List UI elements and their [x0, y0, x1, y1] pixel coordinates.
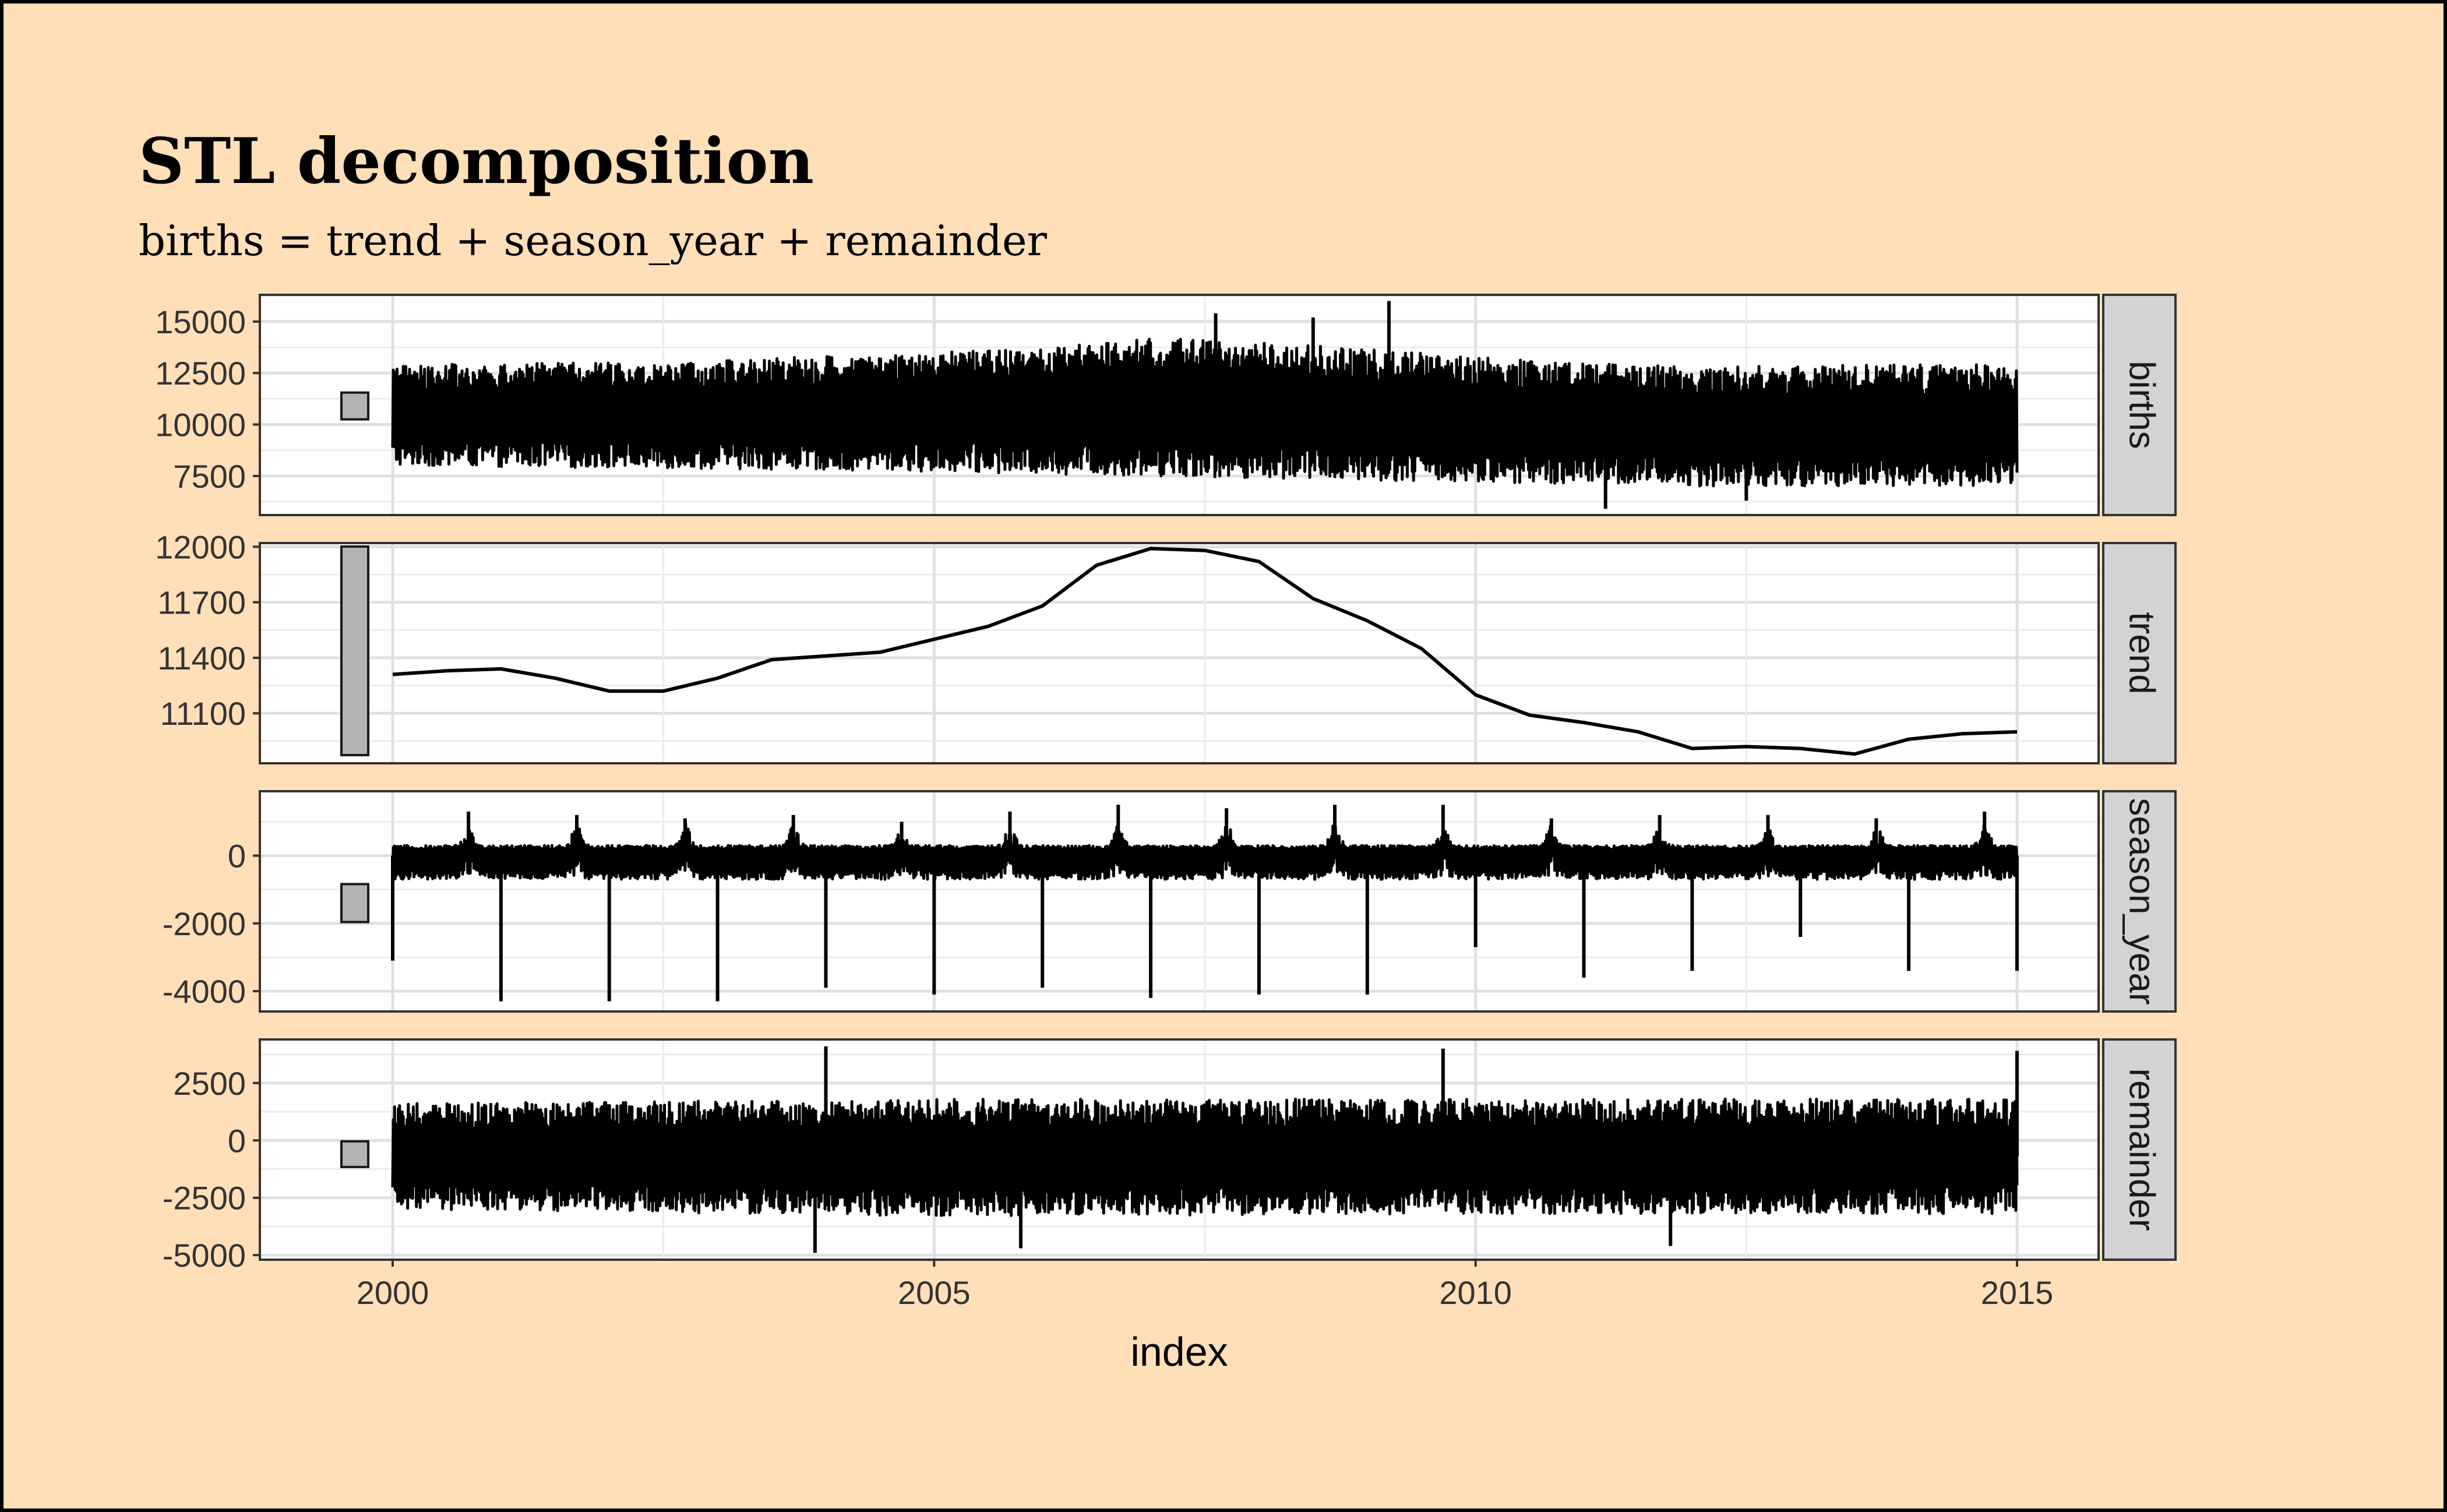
y-tick-label: -4000	[163, 973, 246, 1010]
panel-births: 7500 10000 12500 15000 births	[155, 294, 2177, 516]
scale-bar	[340, 883, 369, 924]
y-tick-label: 10000	[155, 407, 246, 443]
series-season_year	[391, 805, 2019, 1002]
y-tick-label: -2000	[163, 905, 246, 942]
panel-season_year: -4000 -2000 0 season_year	[163, 790, 2177, 1013]
y-tick-label: 11400	[157, 640, 246, 676]
x-axis-title: index	[1130, 1329, 1228, 1374]
panel-trend: 11100 11400 11700 12000 trend	[155, 528, 2177, 764]
facet-strip-label: season_year	[2122, 798, 2162, 1005]
chart-subtitle: births = trend + season_year + remainder	[139, 216, 1048, 265]
panel-background	[260, 543, 2099, 763]
panel-border	[259, 542, 2100, 764]
series-line	[391, 1097, 2019, 1217]
facet-panels: 7500 10000 12500 15000 births 11100 11400 11700…	[155, 294, 2177, 1274]
series-births	[391, 301, 2019, 509]
y-tick-label: 0	[228, 837, 246, 874]
y-tick-label: -5000	[163, 1237, 246, 1274]
x-tick-label: 2015	[1981, 1274, 2054, 1311]
x-axis: 2000 2005 2010 2015	[357, 1260, 2054, 1311]
x-tick-label: 2005	[898, 1274, 971, 1311]
series-line	[391, 337, 2019, 488]
chart-title: STL decomposition	[139, 125, 814, 198]
y-tick-label: 15000	[155, 304, 246, 340]
y-tick-label: 7500	[173, 458, 246, 495]
y-tick-label: 11100	[160, 695, 246, 732]
panel-remainder: -5000 -2500 0 2500 remainder	[163, 1038, 2177, 1274]
facet-strip	[2102, 294, 2177, 516]
y-tick-label: 12500	[155, 355, 246, 392]
panel-border	[259, 1038, 2100, 1261]
panel-background	[260, 791, 2099, 1011]
series-trend	[392, 547, 2018, 756]
y-tick-label: 0	[228, 1122, 246, 1159]
trend-line	[392, 547, 2018, 756]
panel-border	[259, 294, 2100, 516]
y-tick-label: 12000	[155, 528, 246, 565]
y-tick-label: 11700	[157, 584, 246, 621]
y-tick-label: 2500	[173, 1065, 246, 1102]
stl-decomposition-chart: STL decomposition births = trend + seaso…	[139, 125, 2177, 1374]
series-line	[391, 822, 2019, 881]
facet-strip	[2102, 1038, 2177, 1261]
series-remainder	[391, 1046, 2019, 1253]
scale-bar	[340, 391, 369, 421]
scale-bar	[340, 1140, 369, 1168]
y-tick-label: -2500	[163, 1180, 246, 1217]
x-tick-label: 2000	[357, 1274, 429, 1311]
x-tick-label: 2010	[1439, 1274, 1512, 1311]
facet-strip	[2102, 790, 2177, 1013]
scale-bar	[340, 545, 369, 756]
facet-strip-label: births	[2122, 361, 2162, 449]
facet-strip-label: trend	[2122, 612, 2162, 694]
facet-strip-label: remainder	[2122, 1068, 2162, 1231]
panel-border	[259, 790, 2100, 1013]
facet-strip	[2102, 542, 2177, 764]
